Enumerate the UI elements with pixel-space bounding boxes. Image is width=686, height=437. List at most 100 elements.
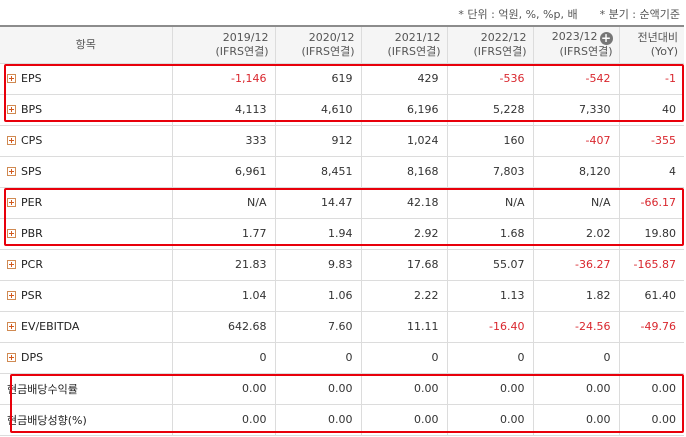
header-row: 항목 2019/12 (IFRS연결) 2020/12 (IFRS연결) 2021/… <box>0 25 684 64</box>
row-label[interactable]: SPS <box>0 156 172 188</box>
cell: 1.94 <box>274 218 361 250</box>
row-label[interactable]: PER <box>0 187 172 219</box>
plus-square-icon[interactable] <box>7 229 16 238</box>
cell: 7.60 <box>274 311 361 343</box>
table-row: DPS 0 0 0 0 0 <box>0 342 684 374</box>
cell: -16.40 <box>446 311 533 343</box>
item-column-header: 항목 <box>0 25 172 64</box>
plus-square-icon[interactable] <box>7 260 16 269</box>
cell: -36.27 <box>532 249 619 281</box>
plus-square-icon[interactable] <box>7 198 16 207</box>
unit-notes: * 단위 : 억원, %, %p, 배 * 분기 : 순액기준 <box>0 6 680 22</box>
row-label-text: DPS <box>21 351 44 364</box>
table-row: EPS -1,146 619 429 -536 -542 -1 <box>0 63 684 95</box>
header-year: 2021/12 <box>394 30 441 44</box>
cell: 619 <box>274 63 361 95</box>
row-label[interactable]: BPS <box>0 94 172 126</box>
cell: 2.22 <box>360 280 447 312</box>
table-row: EV/EBITDA 642.68 7.60 11.11 -16.40 -24.5… <box>0 311 684 343</box>
row-label-text: SPS <box>21 165 42 178</box>
cell: 4,610 <box>274 94 361 126</box>
cell: 0.00 <box>360 373 447 405</box>
cell: 11.11 <box>360 311 447 343</box>
cell: 6,196 <box>360 94 447 126</box>
row-label[interactable]: EV/EBITDA <box>0 311 172 343</box>
cell: 1.06 <box>274 280 361 312</box>
plus-square-icon[interactable] <box>7 74 16 83</box>
plus-square-icon[interactable] <box>7 322 16 331</box>
cell: N/A <box>171 187 275 219</box>
cell: 7,330 <box>532 94 619 126</box>
row-label-text: PSR <box>21 289 43 302</box>
cell: 17.68 <box>360 249 447 281</box>
header-year: 2019/12 <box>222 30 269 44</box>
header-basis: (YoY) <box>650 44 678 58</box>
circle-plus-icon[interactable]: + <box>599 31 613 46</box>
cell: 0.00 <box>618 373 684 405</box>
cell: 0 <box>171 342 275 374</box>
cell: 21.83 <box>171 249 275 281</box>
table-row: PBR 1.77 1.94 2.92 1.68 2.02 19.80 <box>0 218 684 250</box>
table-row: SPS 6,961 8,451 8,168 7,803 8,120 4 <box>0 156 684 188</box>
header-basis: (IFRS연결) <box>473 44 527 58</box>
table-row: 현금배당성향(%) 0.00 0.00 0.00 0.00 0.00 0.00 <box>0 404 684 436</box>
cell: 8,451 <box>274 156 361 188</box>
row-label[interactable]: EPS <box>0 63 172 95</box>
header-year: 전년대비 <box>637 30 678 44</box>
table-row: PSR 1.04 1.06 2.22 1.13 1.82 61.40 <box>0 280 684 312</box>
table-row: BPS 4,113 4,610 6,196 5,228 7,330 40 <box>0 94 684 126</box>
cell: 0.00 <box>171 373 275 405</box>
cell: 0.00 <box>532 404 619 436</box>
plus-square-icon[interactable] <box>7 291 16 300</box>
plus-square-icon[interactable] <box>7 136 16 145</box>
cell: 0.00 <box>360 404 447 436</box>
column-header-2022: 2022/12 (IFRS연결) <box>446 25 533 64</box>
plus-square-icon[interactable] <box>7 105 16 114</box>
header-basis: (IFRS연결) <box>215 44 269 58</box>
row-label-text: PCR <box>21 258 43 271</box>
header-basis: (IFRS연결) <box>387 44 441 58</box>
cell: 7,803 <box>446 156 533 188</box>
header-basis: (IFRS연결) <box>301 44 355 58</box>
cell: -24.56 <box>532 311 619 343</box>
cell: 2.92 <box>360 218 447 250</box>
cell: 0 <box>446 342 533 374</box>
header-basis: (IFRS연결) <box>559 45 613 59</box>
row-label[interactable]: PBR <box>0 218 172 250</box>
column-header-2023: 2023/12 + (IFRS연결) <box>532 25 619 64</box>
column-header-2019: 2019/12 (IFRS연결) <box>171 25 275 64</box>
row-label[interactable]: PSR <box>0 280 172 312</box>
table-row: PCR 21.83 9.83 17.68 55.07 -36.27 -165.8… <box>0 249 684 281</box>
cell: 0 <box>274 342 361 374</box>
cell: 0 <box>360 342 447 374</box>
cell: 0.00 <box>274 404 361 436</box>
cell: 9.83 <box>274 249 361 281</box>
cell: 6,961 <box>171 156 275 188</box>
column-header-yoy: 전년대비 (YoY) <box>618 25 684 64</box>
cell: 4,113 <box>171 94 275 126</box>
cell: 333 <box>171 125 275 157</box>
cell: 642.68 <box>171 311 275 343</box>
row-label[interactable]: CPS <box>0 125 172 157</box>
plus-square-icon[interactable] <box>7 167 16 176</box>
cell: 19.80 <box>618 218 684 250</box>
row-label-text: PBR <box>21 227 43 240</box>
plus-square-icon[interactable] <box>7 353 16 362</box>
row-label: 현금배당성향(%) <box>0 404 172 436</box>
cell: 2.02 <box>532 218 619 250</box>
period-note: * 분기 : 순액기준 <box>599 8 680 21</box>
cell: 1,024 <box>360 125 447 157</box>
cell: 40 <box>618 94 684 126</box>
header-year: 2022/12 <box>480 30 527 44</box>
cell: -407 <box>532 125 619 157</box>
table-row: CPS 333 912 1,024 160 -407 -355 <box>0 125 684 157</box>
cell: 42.18 <box>360 187 447 219</box>
cell: 1.13 <box>446 280 533 312</box>
cell: -1 <box>618 63 684 95</box>
row-label[interactable]: PCR <box>0 249 172 281</box>
cell: -165.87 <box>618 249 684 281</box>
cell: 14.47 <box>274 187 361 219</box>
row-label[interactable]: DPS <box>0 342 172 374</box>
cell: 1.82 <box>532 280 619 312</box>
cell: -66.17 <box>618 187 684 219</box>
